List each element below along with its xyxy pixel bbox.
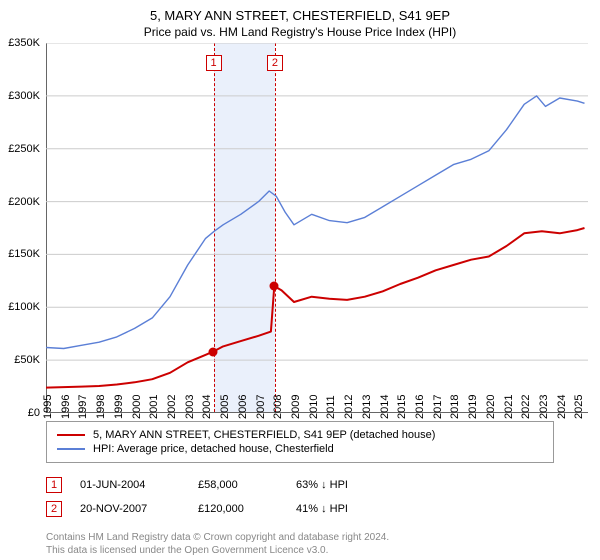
x-axis-label: 2017 — [432, 395, 444, 419]
x-axis-label: 2023 — [538, 395, 550, 419]
sale-diff: 41% ↓ HPI — [296, 503, 348, 515]
legend-row-price-paid: 5, MARY ANN STREET, CHESTERFIELD, S41 9E… — [57, 428, 543, 442]
y-axis-label: £300K — [8, 90, 40, 102]
series-price_paid — [46, 228, 585, 388]
x-axis-label: 2014 — [379, 395, 391, 419]
x-axis-label: 1998 — [95, 395, 107, 419]
x-axis-label: 1995 — [42, 395, 54, 419]
sale-diff: 63% ↓ HPI — [296, 479, 348, 491]
x-axis-label: 2002 — [166, 395, 178, 419]
sale-date: 01-JUN-2004 — [80, 479, 180, 491]
x-axis-label: 2010 — [308, 395, 320, 419]
sale-price: £120,000 — [198, 503, 278, 515]
y-axis-label: £350K — [8, 37, 40, 49]
chart-container: 5, MARY ANN STREET, CHESTERFIELD, S41 9E… — [0, 0, 600, 560]
y-axis-label: £200K — [8, 196, 40, 208]
x-axis-label: 2007 — [255, 395, 267, 419]
y-axis-label: £50K — [14, 354, 40, 366]
chart-title: 5, MARY ANN STREET, CHESTERFIELD, S41 9E… — [0, 0, 600, 23]
chart-legend: 5, MARY ANN STREET, CHESTERFIELD, S41 9E… — [46, 421, 554, 463]
x-axis-label: 2012 — [343, 395, 355, 419]
x-axis-label: 2005 — [219, 395, 231, 419]
footer-attribution: Contains HM Land Registry data © Crown c… — [46, 531, 554, 557]
x-axis-label: 2015 — [396, 395, 408, 419]
x-axis-label: 2013 — [361, 395, 373, 419]
x-axis-label: 2020 — [485, 395, 497, 419]
sale-price: £58,000 — [198, 479, 278, 491]
x-axis-label: 2024 — [556, 395, 568, 419]
x-axis-label: 2019 — [467, 395, 479, 419]
legend-label: 5, MARY ANN STREET, CHESTERFIELD, S41 9E… — [93, 429, 435, 441]
chart-svg — [46, 43, 588, 413]
sale-dot — [270, 282, 279, 291]
x-axis-label: 2000 — [131, 395, 143, 419]
x-axis-label: 1996 — [60, 395, 72, 419]
x-axis-label: 2022 — [520, 395, 532, 419]
sale-row: 2 20-NOV-2007 £120,000 41% ↓ HPI — [46, 497, 554, 521]
legend-swatch — [57, 434, 85, 436]
footer-line: This data is licensed under the Open Gov… — [46, 544, 554, 557]
x-axis-label: 2009 — [290, 395, 302, 419]
series-hpi — [46, 96, 585, 349]
x-axis-label: 2018 — [449, 395, 461, 419]
y-axis-label: £250K — [8, 143, 40, 155]
sales-table: 1 01-JUN-2004 £58,000 63% ↓ HPI 2 20-NOV… — [46, 473, 554, 521]
legend-swatch — [57, 448, 85, 450]
footer-line: Contains HM Land Registry data © Crown c… — [46, 531, 554, 544]
x-axis-label: 2006 — [237, 395, 249, 419]
x-axis-label: 2008 — [272, 395, 284, 419]
x-axis-label: 2011 — [325, 395, 337, 419]
x-axis-label: 2021 — [503, 395, 515, 419]
sale-row: 1 01-JUN-2004 £58,000 63% ↓ HPI — [46, 473, 554, 497]
x-axis-label: 2025 — [573, 395, 585, 419]
chart-subtitle: Price paid vs. HM Land Registry's House … — [0, 23, 600, 43]
y-axis-label: £100K — [8, 301, 40, 313]
x-axis-label: 1997 — [77, 395, 89, 419]
legend-row-hpi: HPI: Average price, detached house, Ches… — [57, 442, 543, 456]
sale-dot — [208, 347, 217, 356]
x-axis-label: 2016 — [414, 395, 426, 419]
x-axis-label: 2003 — [184, 395, 196, 419]
sale-marker-icon: 1 — [46, 477, 62, 493]
x-axis-label: 2004 — [201, 395, 213, 419]
x-axis-label: 1999 — [113, 395, 125, 419]
sale-date: 20-NOV-2007 — [80, 503, 180, 515]
legend-label: HPI: Average price, detached house, Ches… — [93, 443, 334, 455]
x-axis-label: 2001 — [148, 395, 160, 419]
chart-plot-area: 12 £0£50K£100K£150K£200K£250K£300K£350K1… — [46, 43, 588, 413]
y-axis-label: £150K — [8, 248, 40, 260]
y-axis-label: £0 — [28, 407, 40, 419]
sale-marker-icon: 2 — [46, 501, 62, 517]
